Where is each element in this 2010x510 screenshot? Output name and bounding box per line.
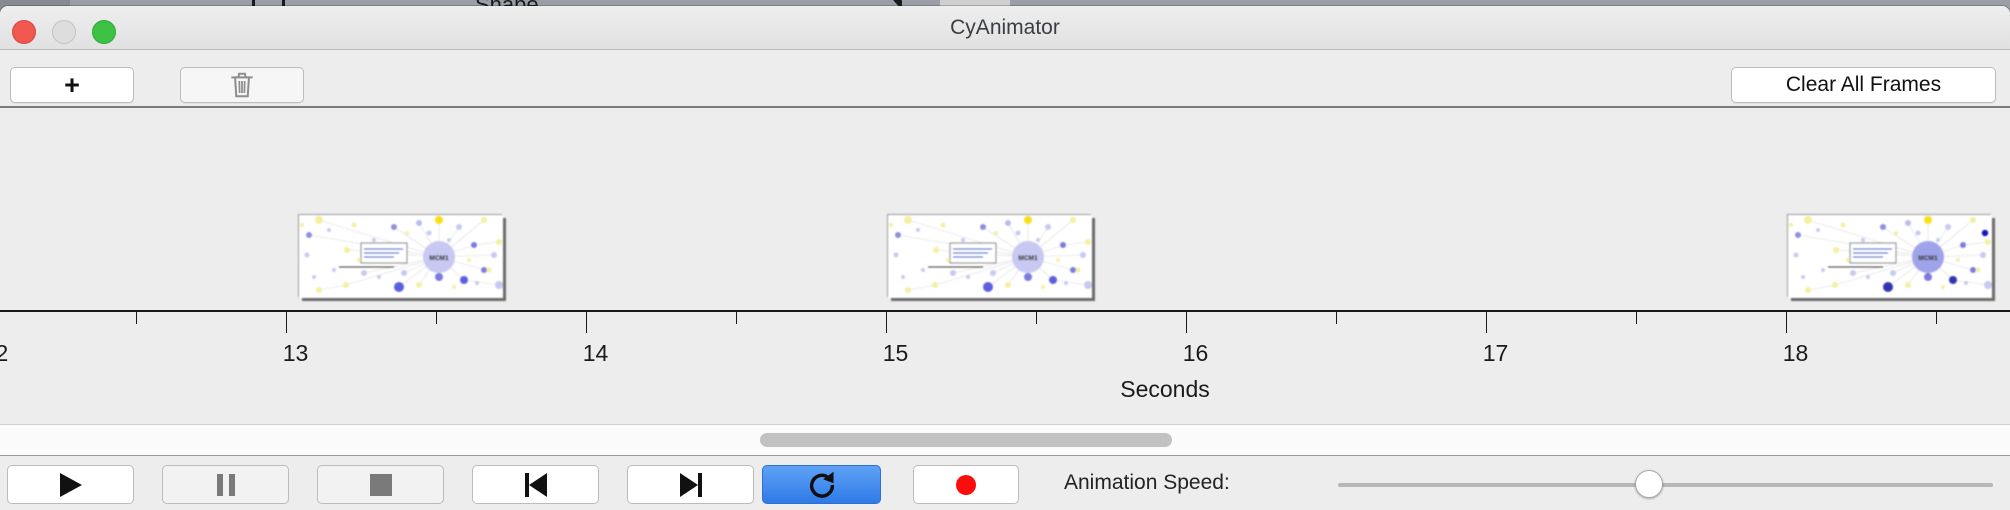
svg-text:MCM1: MCM1 <box>1918 255 1938 262</box>
svg-text:MCM1: MCM1 <box>429 255 449 262</box>
svg-text:MCM1: MCM1 <box>1018 255 1038 262</box>
